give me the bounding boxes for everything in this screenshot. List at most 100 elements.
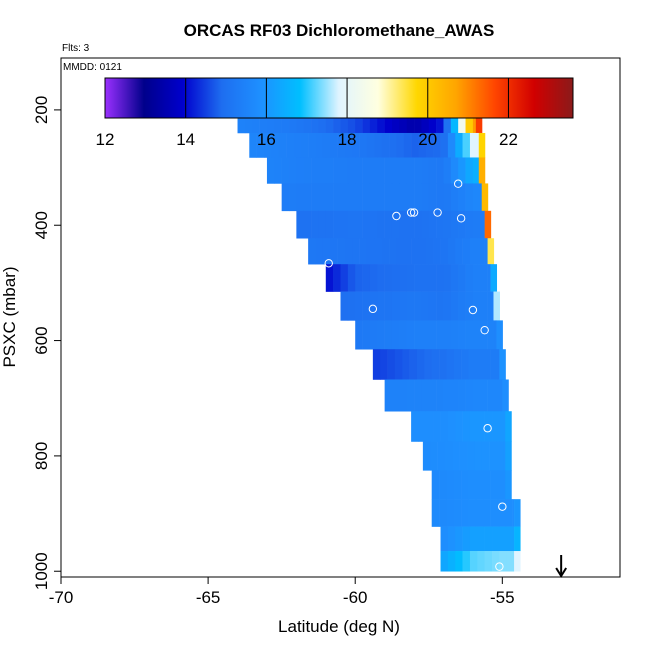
heatmap-cell [259,109,268,134]
sample-point [409,208,419,217]
heatmap-cell [481,183,489,212]
heatmap-cell [475,470,484,500]
heatmap-cell [493,291,500,321]
heatmap-cell [469,526,478,552]
heatmap-cell [384,210,393,239]
sample-point [224,259,233,268]
heatmap-cell [362,291,371,321]
heatmap-cell [494,379,503,412]
heatmap-cell [477,526,485,552]
heatmap-cell [399,320,407,350]
heatmap-cell [468,470,477,500]
heatmap-cell [455,238,463,265]
heatmap-cell [296,157,305,184]
heatmap-cell [322,238,331,265]
heatmap-cell [402,349,410,380]
sample-point [495,562,504,571]
heatmap-cell [384,109,393,134]
heatmap-cell [433,411,441,442]
colorbar-tick-label: 20 [418,130,437,149]
heatmap-cell [414,183,422,212]
heatmap-cell [462,238,471,265]
heatmap-cell [266,157,275,184]
heatmap-cell [325,157,334,184]
sample-point [333,345,342,354]
heatmap-cell [478,157,486,184]
heatmap-cell [333,109,341,134]
sample-point [339,475,348,485]
heatmap-cell [289,109,297,134]
heatmap-cell [396,238,405,265]
heatmap-cell [325,109,334,134]
heatmap-cell [487,291,494,321]
heatmap-cell [465,264,474,292]
heatmap-cell [421,264,430,292]
heatmap-cell [347,157,356,184]
sample-point [483,424,492,433]
x-tick-label: -60 [343,588,368,607]
heatmap-cell [472,264,481,292]
heatmap-cell [436,109,444,134]
heatmap-cell [333,210,341,239]
heatmap-cell [391,157,400,184]
heatmap-cell [344,132,353,158]
heatmap-cell [399,210,407,239]
sample-point [345,555,354,564]
heatmap-cell [436,183,444,212]
heatmap-cell [428,264,437,292]
heatmap-cell [443,320,452,350]
heatmap-cell [428,291,437,321]
heatmap-cell [391,291,400,321]
x-axis-label: Latitude (deg N) [278,617,400,636]
heatmap-cell [414,264,422,292]
heatmap-cell [452,441,460,471]
sample-point [368,304,378,314]
sample-point [89,415,98,424]
heatmap-cell [372,349,381,380]
heatmap-cell [399,379,407,412]
heatmap-cell [403,238,412,265]
heatmap-cell [347,264,356,292]
heatmap-cell [462,132,471,158]
heatmap-cell [355,210,363,239]
heatmap-cell [406,183,415,212]
heatmap-cell [303,109,312,134]
heatmap-cell [303,157,312,184]
heatmap-cell [266,109,275,134]
heatmap-cell [362,210,371,239]
heatmap-cell [422,441,431,471]
y-tick-label: 400 [32,211,51,239]
heatmap-cell [289,183,297,212]
heatmap-cell [286,132,294,158]
heatmap-cell [450,109,459,134]
heatmap-cell [487,264,491,292]
heatmap-cell [399,109,407,134]
heatmap-cell [377,291,385,321]
heatmap-cell [477,411,485,442]
heatmap-cell [484,551,493,572]
heatmap-cell [450,379,459,412]
date-note: MMDD: 0121 [63,62,122,73]
heatmap-cell [389,132,397,158]
heatmap-cell [487,379,496,412]
heatmap-cell [447,551,456,572]
heatmap-cell [497,499,506,527]
heatmap-cell [330,238,338,265]
heatmap-cell [394,349,403,380]
heatmap-cell [428,157,437,184]
heatmap-cell [366,238,375,265]
heatmap-cell [315,132,324,158]
heatmap-cell [465,157,474,184]
heatmap-cell [502,379,509,412]
heatmap-cell [443,379,452,412]
heatmap-cell [296,109,305,134]
heatmap-cell [322,132,331,158]
heatmap-cell [362,157,371,184]
heatmap-cell [311,157,319,184]
heatmap-cell [403,132,412,158]
heatmap-cell [281,183,290,212]
colorbar-tick-label: 22 [499,130,518,149]
sample-point [118,542,127,552]
heatmap-cell [431,349,440,380]
